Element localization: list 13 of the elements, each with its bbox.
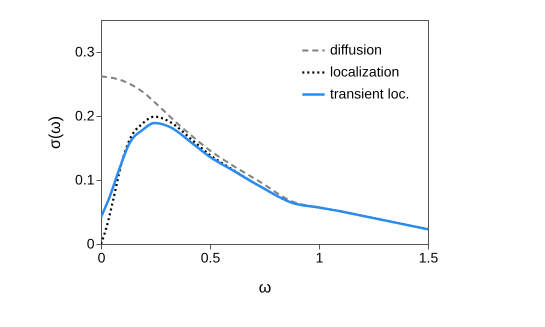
legend-label: localization (330, 64, 400, 80)
x-tick-label: 0 (98, 250, 106, 266)
y-tick-label: 0 (86, 236, 95, 252)
x-tick-label: 0.5 (200, 250, 220, 266)
y-tick-label: 0.1 (75, 172, 95, 188)
y-tick-label: 0.3 (75, 44, 95, 60)
x-tick-label: 1 (316, 250, 324, 266)
y-axis-title: σ(ω) (47, 116, 64, 150)
legend-label: transient loc. (330, 86, 410, 102)
legend-label: diffusion (330, 42, 382, 58)
y-tick-label: 0.2 (75, 108, 95, 124)
x-axis-title: ω (258, 280, 272, 296)
x-tick-label: 1.5 (418, 250, 438, 266)
